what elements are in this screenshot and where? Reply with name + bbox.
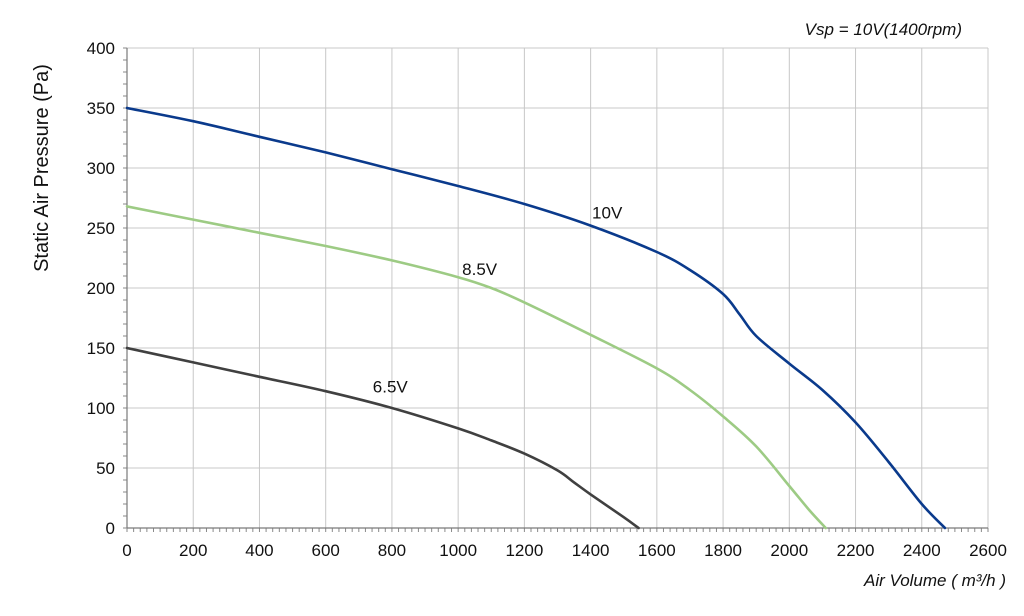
x-tick-label: 0	[122, 541, 131, 560]
x-tick-label: 600	[312, 541, 340, 560]
y-tick-label: 300	[87, 159, 115, 178]
x-tick-label: 2200	[837, 541, 875, 560]
y-tick-label: 400	[87, 39, 115, 58]
y-tick-label: 150	[87, 339, 115, 358]
minor-tick-layer	[123, 47, 989, 532]
x-tick-label: 1600	[638, 541, 676, 560]
annotation-text: Vsp = 10V(1400rpm)	[805, 20, 962, 39]
x-tick-label: 1400	[572, 541, 610, 560]
x-tick-label: 1800	[704, 541, 742, 560]
y-tick-label: 350	[87, 99, 115, 118]
series-line-6-5v	[125, 346, 640, 530]
y-tick-label: 100	[87, 399, 115, 418]
y-axis-title: Static Air Pressure (Pa)	[31, 64, 53, 272]
series-line-10v	[125, 106, 947, 530]
x-tick-label: 800	[378, 541, 406, 560]
y-tick-label: 250	[87, 219, 115, 238]
grid-layer	[127, 47, 989, 528]
label-layer: 10V 8.5V 6.5V	[373, 203, 623, 396]
y-tick-label: 200	[87, 279, 115, 298]
axis-layer: 0 200 400 600 800 1000 1200 1400 1600 1800 2000 220…	[87, 39, 1007, 560]
x-tick-label: 2600	[969, 541, 1007, 560]
series-label-6-5v: 6.5V	[373, 377, 409, 396]
x-tick-label: 200	[179, 541, 207, 560]
x-tick-label: 400	[245, 541, 273, 560]
series-layer	[125, 106, 947, 530]
series-label-10v: 10V	[592, 203, 623, 222]
x-tick-label: 1200	[505, 541, 543, 560]
x-axis-title: Air Volume ( m³/h )	[863, 571, 1006, 590]
series-line-8-5v	[125, 205, 828, 530]
x-tick-label: 1000	[439, 541, 477, 560]
x-tick-label: 2400	[903, 541, 941, 560]
x-tick-label: 2000	[770, 541, 808, 560]
series-label-8-5v: 8.5V	[462, 260, 498, 279]
y-tick-label: 0	[106, 519, 115, 538]
y-tick-label: 50	[96, 459, 115, 478]
